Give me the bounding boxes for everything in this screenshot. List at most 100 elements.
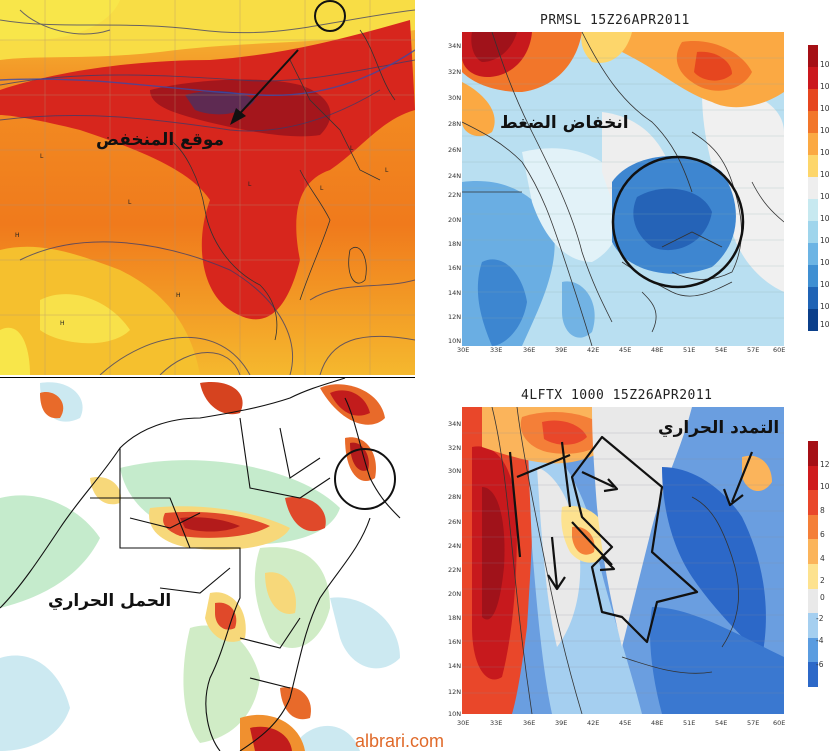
y-tick: 14N bbox=[448, 289, 462, 297]
x-tick: 42E bbox=[587, 719, 600, 727]
synoptic-map-panel: L L L H H H L L L موقع المنخفض bbox=[0, 0, 415, 375]
y-tick: 34N bbox=[448, 42, 462, 50]
colorbar-label: 10 bbox=[820, 82, 830, 91]
colorbar-label: 10 bbox=[820, 302, 830, 311]
colorbar-swatch bbox=[808, 45, 818, 67]
x-tick: 36E bbox=[523, 346, 536, 354]
x-tick: 48E bbox=[651, 719, 664, 727]
y-tick: 32N bbox=[448, 444, 462, 452]
svg-text:H: H bbox=[176, 292, 181, 299]
low-location-label: موقع المنخفض bbox=[96, 130, 225, 150]
synoptic-map: L L L H H H L L L bbox=[0, 0, 415, 375]
colorbar-label: 10 bbox=[820, 192, 830, 201]
colorbar-swatch bbox=[808, 441, 818, 466]
y-tick: 18N bbox=[448, 240, 462, 248]
colorbar-swatch bbox=[808, 287, 818, 309]
svg-text:L: L bbox=[248, 181, 252, 188]
convection-circle bbox=[334, 448, 396, 510]
colorbar-label: 10 bbox=[820, 60, 830, 69]
colorbar-label: 10 bbox=[820, 482, 830, 491]
colorbar-label: 10 bbox=[820, 236, 830, 245]
colorbar-label: 10 bbox=[820, 320, 830, 329]
y-tick: 28N bbox=[448, 120, 462, 128]
colorbar-swatch bbox=[808, 111, 818, 133]
y-tick: 26N bbox=[448, 518, 462, 526]
x-tick: 39E bbox=[555, 719, 568, 727]
x-tick: 48E bbox=[651, 346, 664, 354]
x-tick: 60E bbox=[773, 346, 786, 354]
y-tick: 20N bbox=[448, 216, 462, 224]
x-tick: 54E bbox=[715, 346, 728, 354]
y-tick: 28N bbox=[448, 493, 462, 501]
colorbar-swatch bbox=[808, 539, 818, 564]
x-tick: 51E bbox=[683, 346, 696, 354]
y-tick: 10N bbox=[448, 337, 462, 345]
low-center-circle bbox=[314, 0, 346, 32]
colorbar-swatch bbox=[808, 133, 818, 155]
y-tick: 24N bbox=[448, 542, 462, 550]
colorbar-swatch bbox=[808, 563, 818, 589]
svg-text:H: H bbox=[15, 232, 20, 239]
colorbar-swatch bbox=[808, 199, 818, 221]
y-tick: 30N bbox=[448, 94, 462, 102]
y-tick: 22N bbox=[448, 191, 462, 199]
colorbar-label: 10 bbox=[820, 214, 830, 223]
convection-map bbox=[0, 378, 415, 751]
lftx-colorbar bbox=[808, 441, 818, 687]
colorbar-swatch bbox=[808, 265, 818, 287]
pointer-arrow bbox=[233, 49, 299, 121]
y-tick: 16N bbox=[448, 638, 462, 646]
svg-text:H: H bbox=[60, 320, 65, 327]
x-tick: 57E bbox=[747, 719, 760, 727]
colorbar-swatch bbox=[808, 490, 818, 515]
x-tick: 39E bbox=[555, 346, 568, 354]
x-tick: 51E bbox=[683, 719, 696, 727]
x-tick: 42E bbox=[587, 346, 600, 354]
colorbar-label: 10 bbox=[820, 126, 830, 135]
x-tick: 33E bbox=[490, 346, 503, 354]
y-tick: 32N bbox=[448, 68, 462, 76]
x-tick: 36E bbox=[523, 719, 536, 727]
colorbar-label: 10 bbox=[820, 258, 830, 267]
prmsl-colorbar bbox=[808, 45, 818, 331]
y-tick: 22N bbox=[448, 566, 462, 574]
x-tick: 57E bbox=[747, 346, 760, 354]
y-tick: 20N bbox=[448, 590, 462, 598]
colorbar-label: 10 bbox=[820, 170, 830, 179]
colorbar-swatch bbox=[808, 309, 818, 331]
y-tick: 12N bbox=[448, 688, 462, 696]
y-tick: 12N bbox=[448, 313, 462, 321]
y-tick: 18N bbox=[448, 614, 462, 622]
colorbar-swatch bbox=[808, 514, 818, 540]
colorbar-swatch bbox=[808, 465, 818, 491]
colorbar-label: 10 bbox=[820, 104, 830, 113]
x-tick: 33E bbox=[490, 719, 503, 727]
svg-text:L: L bbox=[385, 167, 389, 174]
colorbar-swatch bbox=[808, 67, 818, 89]
y-tick: 16N bbox=[448, 264, 462, 272]
colorbar-swatch bbox=[808, 243, 818, 265]
x-tick: 30E bbox=[457, 346, 470, 354]
thermal-expansion-outline bbox=[570, 435, 699, 644]
colorbar-label: 8 bbox=[820, 506, 825, 515]
svg-text:L: L bbox=[128, 199, 132, 206]
svg-text:L: L bbox=[320, 185, 324, 192]
y-tick: 30N bbox=[448, 467, 462, 475]
x-tick: 30E bbox=[457, 719, 470, 727]
colorbar-swatch bbox=[808, 221, 818, 243]
x-tick: 60E bbox=[773, 719, 786, 727]
thermal-expansion-label: التمدد الحراري bbox=[658, 418, 780, 438]
colorbar-swatch bbox=[808, 613, 818, 638]
lftx-map bbox=[462, 407, 784, 714]
convection-label: الحمل الحراري bbox=[48, 591, 172, 611]
prmsl-map bbox=[462, 32, 784, 346]
watermark: albrari.com bbox=[355, 731, 445, 751]
colorbar-label: 0 bbox=[820, 593, 825, 602]
colorbar-label: -4 bbox=[816, 636, 824, 645]
colorbar-label: 12 bbox=[820, 460, 830, 469]
colorbar-swatch bbox=[808, 637, 818, 663]
x-tick: 45E bbox=[619, 719, 632, 727]
lftx-title: 4LFTX 1000 15Z26APR2011 bbox=[521, 388, 713, 403]
colorbar-label: 2 bbox=[820, 576, 825, 585]
colorbar-label: 10 bbox=[820, 280, 830, 289]
